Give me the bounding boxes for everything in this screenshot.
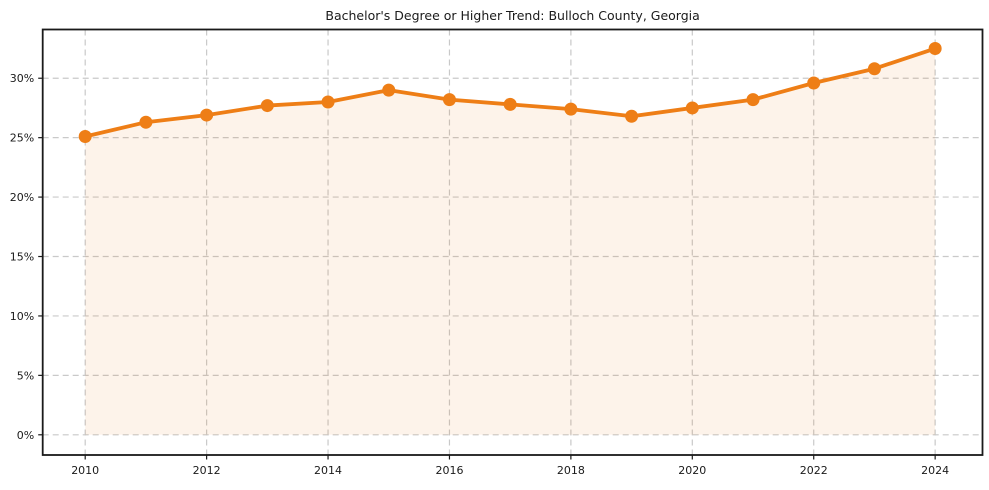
data-point-marker bbox=[746, 93, 760, 107]
data-point-marker bbox=[625, 109, 639, 123]
x-tick-label: 2012 bbox=[193, 464, 221, 477]
data-point-marker bbox=[442, 93, 456, 107]
data-point-marker bbox=[807, 76, 821, 90]
axes-spines-and-ticks bbox=[38, 28, 984, 460]
y-tick-label: 20% bbox=[10, 191, 34, 204]
area-fill bbox=[85, 48, 936, 435]
data-point-marker bbox=[260, 99, 274, 113]
area-fill-shape bbox=[85, 48, 936, 435]
y-tick-label: 5% bbox=[17, 369, 34, 382]
x-tick-label: 2010 bbox=[71, 464, 99, 477]
trend-line-series bbox=[78, 42, 942, 143]
chart-title: Bachelor's Degree or Higher Trend: Bullo… bbox=[325, 8, 699, 23]
y-tick-label: 15% bbox=[10, 251, 34, 264]
data-point-marker bbox=[382, 83, 396, 97]
y-tick-label: 10% bbox=[10, 310, 34, 323]
data-point-marker bbox=[928, 42, 942, 56]
x-axis-tick-labels: 2010 2012 2014 2016 2018 2020 2022 2024 bbox=[71, 464, 949, 477]
x-tick-label: 2020 bbox=[678, 464, 706, 477]
y-tick-label: 25% bbox=[10, 132, 34, 145]
data-point-marker bbox=[139, 115, 153, 129]
x-tick-label: 2014 bbox=[314, 464, 342, 477]
x-tick-label: 2022 bbox=[800, 464, 828, 477]
data-point-marker bbox=[685, 101, 699, 115]
data-point-marker bbox=[867, 62, 881, 76]
data-point-marker bbox=[78, 129, 92, 143]
data-point-marker bbox=[200, 108, 214, 122]
x-tick-label: 2024 bbox=[921, 464, 949, 477]
data-point-marker bbox=[503, 97, 517, 111]
x-tick-label: 2018 bbox=[557, 464, 585, 477]
data-point-marker bbox=[321, 95, 335, 109]
plot-border bbox=[41, 28, 984, 456]
x-tick-label: 2016 bbox=[435, 464, 463, 477]
data-point-marker bbox=[564, 102, 578, 116]
y-tick-label: 30% bbox=[10, 72, 34, 85]
y-axis-tick-labels: 0% 5% 10% 15% 20% 25% 30% bbox=[10, 72, 34, 442]
y-tick-label: 0% bbox=[17, 429, 34, 442]
